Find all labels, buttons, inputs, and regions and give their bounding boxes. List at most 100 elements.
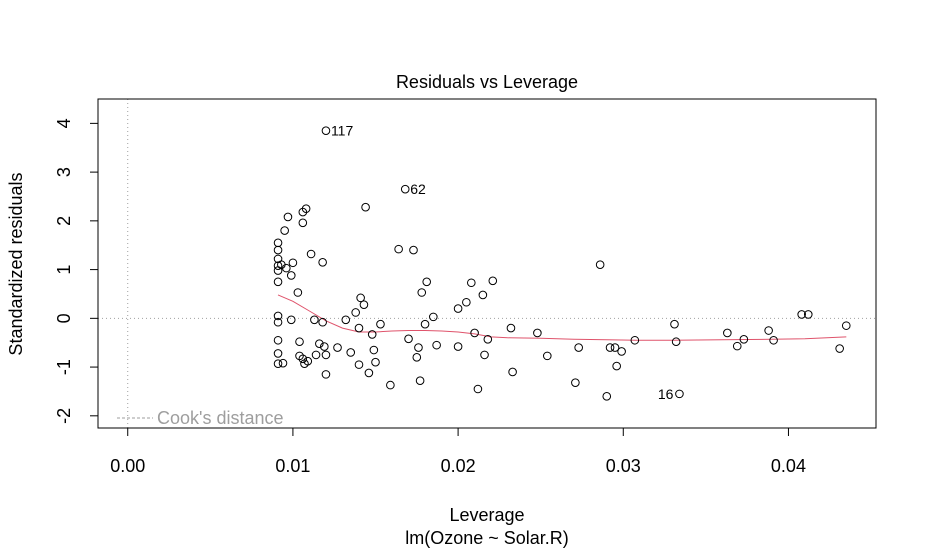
data-point [414,343,423,352]
data-point [273,317,283,327]
data-point [283,212,293,222]
plot-frame [97,98,877,429]
data-point [321,126,331,135]
data-point [542,351,552,361]
data-point [273,266,283,275]
smooth-curve-layer [277,294,847,341]
data-point [321,370,331,379]
data-point [286,271,296,280]
data-point [293,288,303,297]
data-point [321,350,331,360]
data-point [732,341,742,351]
data-point [835,344,844,353]
points-layer [273,126,851,401]
data-point [415,376,425,386]
legend-label: Cook's distance [157,408,284,428]
y-tick-label: 4 [54,118,74,128]
data-point [483,334,493,344]
data-point [310,315,319,325]
data-point [311,350,321,360]
data-point [295,337,304,347]
data-point [429,312,438,322]
y-tick-label: 2 [54,216,74,226]
data-point [467,278,476,288]
data-point [359,300,369,309]
data-point [417,288,427,297]
data-point [364,368,374,378]
data-point [797,310,806,319]
data-point [273,311,283,321]
data-point [404,334,413,344]
data-point [351,308,360,317]
data-point [394,244,403,254]
x-tick-label: 0.04 [771,456,806,476]
point-label: 117 [331,123,354,139]
data-point [282,263,291,273]
x-tick-label: 0.00 [110,456,145,476]
data-point [298,354,308,364]
data-point [409,245,418,255]
data-point [412,353,422,362]
data-point [341,315,351,325]
data-point [318,257,327,267]
data-point [470,328,479,338]
data-point [506,323,516,333]
data-point [473,384,483,394]
data-point [318,317,327,327]
x-tick-label: 0.01 [275,456,310,476]
y-tick-label: 0 [54,313,74,323]
data-point [354,323,364,333]
data-point [286,315,296,325]
data-point [571,378,580,387]
data-point [739,334,749,344]
data-point [453,342,463,351]
data-point [367,330,377,339]
data-point [602,392,612,401]
data-point [371,357,380,367]
y-tick-label: -1 [54,359,74,375]
chart-title: Residuals vs Leverage [396,72,578,92]
data-point [533,328,542,338]
reference-lines [98,99,876,428]
point-label: 16 [658,386,674,402]
smooth-curve [277,294,847,341]
data-point [376,319,385,329]
data-point [610,343,620,352]
data-point [453,304,463,313]
data-point [723,328,732,338]
y-axis-label: Standardized residuals [6,172,26,355]
data-point [462,297,471,307]
x-tick-label: 0.02 [441,456,476,476]
data-point [303,356,313,366]
data-point [288,258,298,268]
data-point [617,347,626,356]
data-point [480,350,489,360]
data-point [508,367,517,377]
data-point [273,335,283,345]
x-axis-sublabel: lm(Ozone ~ Solar.R) [405,528,569,548]
data-point [273,277,283,287]
data-point [671,337,681,347]
data-point [278,358,288,368]
data-point [280,226,289,235]
data-point [574,343,583,352]
data-point [420,319,430,329]
data-point [356,293,365,303]
data-point [478,290,488,300]
data-point [400,184,410,194]
data-point [273,245,283,255]
data-point [675,389,684,399]
data-point [298,218,308,228]
y-tick-label: -2 [54,408,74,424]
data-point [369,345,379,355]
data-point [769,335,778,345]
data-point [273,238,283,248]
data-point [273,349,283,358]
y-axis: -2 -1 0 1 2 3 4 [54,118,98,424]
data-point [630,335,640,345]
data-point [361,202,370,212]
data-point [306,249,316,259]
data-point [612,361,621,371]
data-point [354,360,364,369]
